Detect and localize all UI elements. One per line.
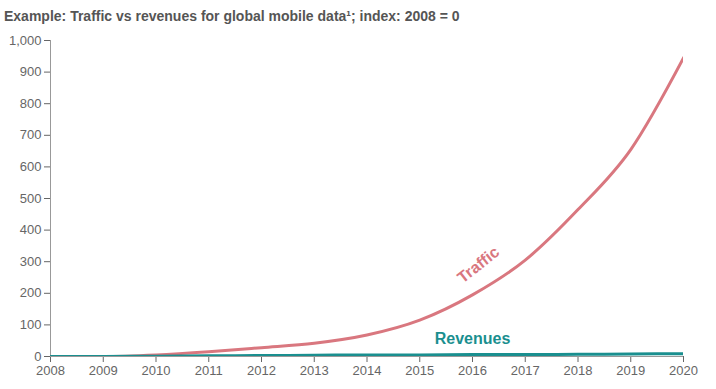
svg-text:2010: 2010 [142,363,171,378]
svg-text:2009: 2009 [89,363,118,378]
svg-text:2015: 2015 [405,363,434,378]
svg-text:200: 200 [20,285,42,300]
html-text:Example: Traffic vs revenues f: Example: Traffic vs revenues for global … [4,8,460,24]
svg-text:2019: 2019 [616,363,645,378]
svg-text:700: 700 [20,127,42,142]
svg-text:2012: 2012 [247,363,276,378]
svg-text:1,000: 1,000 [9,33,42,48]
svg-text:0: 0 [34,349,41,364]
svg-text:Revenues: Revenues [435,330,511,347]
svg-text:2013: 2013 [300,363,329,378]
svg-text:2014: 2014 [353,363,382,378]
svg-text:2016: 2016 [458,363,487,378]
svg-text:500: 500 [20,191,42,206]
svg-text:2017: 2017 [511,363,540,378]
svg-text:Traffic: Traffic [454,243,502,286]
svg-text:600: 600 [20,159,42,174]
svg-text:800: 800 [20,96,42,111]
svg-text:2008: 2008 [36,363,65,378]
svg-text:900: 900 [20,64,42,79]
svg-text:2011: 2011 [195,363,223,378]
svg-text:2018: 2018 [564,363,593,378]
svg-text:2020: 2020 [669,363,698,378]
svg-text:400: 400 [20,222,42,237]
svg-text:100: 100 [20,317,42,332]
svg-text:300: 300 [20,254,42,269]
